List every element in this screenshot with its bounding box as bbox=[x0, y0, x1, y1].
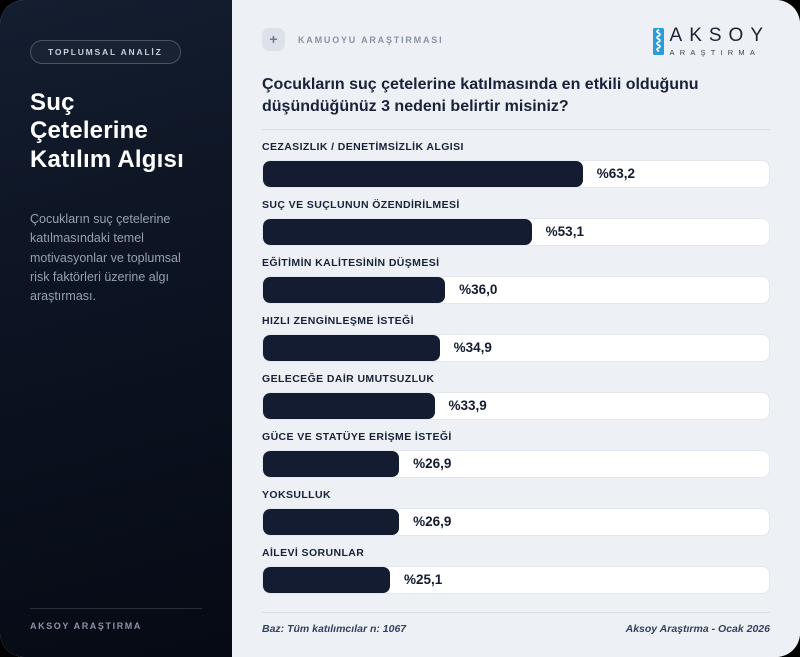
bar-fill bbox=[263, 160, 583, 187]
bar-value: %25,1 bbox=[404, 572, 443, 588]
chart-footer: Baz: Tüm katılımcılar n: 1067 Aksoy Araş… bbox=[262, 612, 770, 657]
bar-value: %34,9 bbox=[453, 340, 492, 356]
sidebar: TOPLUMSAL ANALİZ Suç Çetelerine Katılım … bbox=[0, 0, 232, 657]
bar-track: %33,9 bbox=[262, 391, 770, 420]
bar-value: %33,9 bbox=[448, 398, 487, 414]
main-header: + KAMUOYU ARAŞTIRMASI AKSOY ARAŞTIRMA bbox=[262, 24, 770, 60]
sidebar-footer-brand: AKSOY ARAŞTIRMA bbox=[30, 621, 143, 631]
bar-track: %26,9 bbox=[262, 449, 770, 478]
report-description: Çocukların suç çetelerine katılmasındaki… bbox=[30, 211, 181, 304]
bar-fill bbox=[263, 450, 400, 477]
bar-track: %26,9 bbox=[262, 507, 770, 536]
bar-track: %63,2 bbox=[262, 159, 770, 188]
bar-value: %63,2 bbox=[596, 166, 636, 182]
bar-value: %36,0 bbox=[459, 282, 498, 298]
bar-row: EĞİTİMİN KALİTESİNİN DÜŞMESİ %36,0 bbox=[262, 257, 770, 304]
bar-track: %34,9 bbox=[262, 333, 770, 362]
bar-label: AİLEVİ SORUNLAR bbox=[262, 546, 365, 559]
bar-row: CEZASIZLIK / DENETİMSİZLİK ALGISI %63,2 bbox=[262, 141, 770, 188]
bar-track: %25,1 bbox=[262, 565, 770, 594]
bar-label: SUÇ VE SUÇLUNUN ÖZENDİRİLMESİ bbox=[262, 198, 460, 211]
bar-label: GÜCE VE STATÜYE ERİŞME İSTEĞİ bbox=[262, 430, 452, 443]
bar-fill bbox=[263, 508, 400, 535]
bar-value: %26,9 bbox=[413, 456, 452, 472]
main-panel: + KAMUOYU ARAŞTIRMASI AKSOY ARAŞTIRMA Ço… bbox=[232, 0, 800, 657]
bar-fill bbox=[263, 334, 440, 361]
bar-fill bbox=[263, 566, 390, 593]
base-note: Baz: Tüm katılımcılar n: 1067 bbox=[262, 623, 407, 635]
bar-fill bbox=[263, 276, 446, 303]
bar-row: GÜCE VE STATÜYE ERİŞME İSTEĞİ %26,9 bbox=[262, 431, 770, 478]
bar-row: YOKSULLUK %26,9 bbox=[262, 489, 770, 536]
bar-value: %26,9 bbox=[413, 514, 452, 530]
bar-value: %53,1 bbox=[545, 224, 584, 240]
aksoy-logo: AKSOY ARAŞTIRMA bbox=[652, 26, 770, 62]
aksoy-logo-icon bbox=[652, 26, 665, 62]
bar-fill bbox=[263, 218, 532, 245]
question-divider bbox=[262, 128, 770, 130]
bar-track: %36,0 bbox=[262, 275, 770, 304]
plus-icon[interactable]: + bbox=[262, 28, 285, 51]
bar-chart: CEZASIZLIK / DENETİMSİZLİK ALGISI %63,2 … bbox=[262, 130, 770, 594]
bar-fill bbox=[263, 392, 435, 419]
bar-label: HIZLI ZENGİNLEŞME İSTEĞİ bbox=[262, 314, 414, 327]
bar-row: GELECEĞE DAİR UMUTSUZLUK %33,9 bbox=[262, 373, 770, 420]
bar-track: %53,1 bbox=[262, 217, 770, 246]
report-title: Suç Çetelerine Katılım Algısı bbox=[30, 89, 184, 173]
bar-label: EĞİTİMİN KALİTESİNİN DÜŞMESİ bbox=[262, 256, 440, 269]
bar-label: CEZASIZLIK / DENETİMSİZLİK ALGISI bbox=[262, 140, 464, 153]
bar-label: GELECEĞE DAİR UMUTSUZLUK bbox=[262, 372, 435, 385]
bar-label: YOKSULLUK bbox=[262, 488, 331, 501]
source-note: Aksoy Araştırma - Ocak 2026 bbox=[625, 623, 770, 635]
logo-subtitle: ARAŞTIRMA bbox=[669, 48, 761, 57]
sidebar-divider bbox=[30, 608, 202, 609]
logo-name: AKSOY bbox=[669, 25, 770, 46]
category-badge: TOPLUMSAL ANALİZ bbox=[30, 40, 181, 64]
bar-row: AİLEVİ SORUNLAR %25,1 bbox=[262, 547, 770, 594]
bar-row: SUÇ VE SUÇLUNUN ÖZENDİRİLMESİ %53,1 bbox=[262, 199, 770, 246]
bar-row: HIZLI ZENGİNLEŞME İSTEĞİ %34,9 bbox=[262, 315, 770, 362]
survey-question: Çocukların suç çetelerine katılmasında e… bbox=[262, 76, 699, 116]
eyebrow-label: KAMUOYU ARAŞTIRMASI bbox=[298, 34, 444, 45]
